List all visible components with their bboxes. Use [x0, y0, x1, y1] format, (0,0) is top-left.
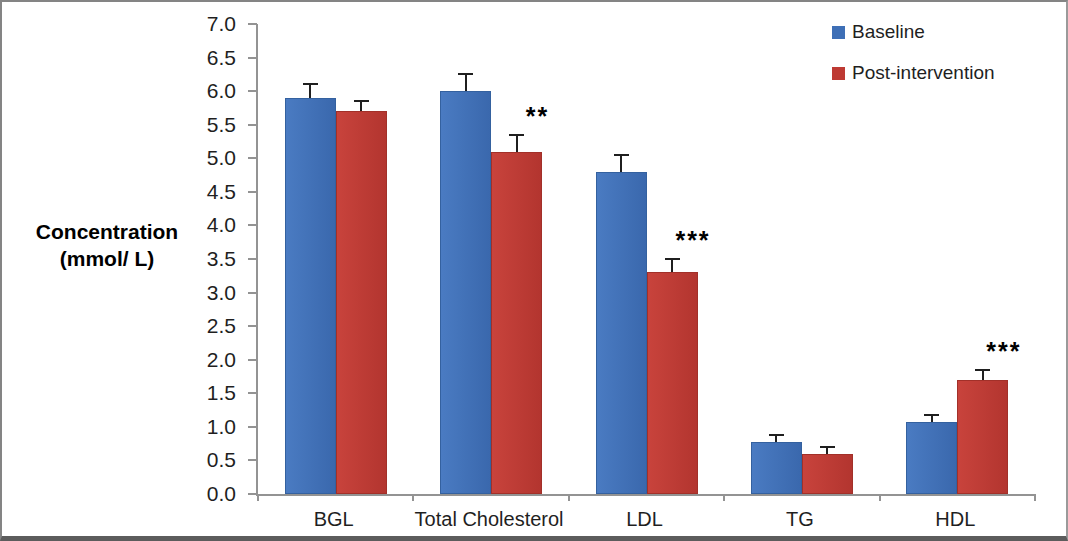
y-axis-tick	[248, 124, 257, 126]
error-bar-cap	[665, 258, 680, 260]
y-axis-tick-label: 7.0	[166, 12, 236, 36]
y-axis-tick-label: 1.0	[166, 415, 236, 439]
error-bar-line	[516, 135, 518, 152]
y-axis-tick	[248, 23, 257, 25]
y-axis-tick	[248, 325, 257, 327]
bar-baseline-hdl	[906, 422, 957, 494]
y-axis-tick-label: 2.0	[166, 348, 236, 372]
y-axis-tick	[248, 493, 257, 495]
y-axis-tick-label: 5.5	[166, 113, 236, 137]
error-bar-cap	[769, 434, 784, 436]
y-axis-tick	[248, 191, 257, 193]
legend-label: Post-intervention	[852, 62, 995, 84]
x-axis-label-hdl: HDL	[878, 507, 1033, 531]
error-bar-line	[309, 84, 311, 97]
y-axis-tick	[248, 292, 257, 294]
legend-swatch-icon	[832, 67, 845, 80]
x-axis-label-total-cholesterol: Total Cholesterol	[411, 507, 566, 531]
y-axis-tick-label: 2.5	[166, 314, 236, 338]
error-bar-line	[931, 415, 933, 422]
significance-marker: **	[508, 104, 568, 129]
error-bar-line	[620, 155, 622, 172]
error-bar-line	[671, 259, 673, 272]
y-axis-tick-label: 0.0	[166, 482, 236, 506]
error-bar-line	[465, 74, 467, 91]
y-axis-tick	[248, 426, 257, 428]
legend: Baseline Post-intervention	[832, 24, 995, 106]
x-axis-tick	[412, 494, 414, 501]
legend-item-post-intervention: Post-intervention	[832, 65, 995, 81]
x-axis-label-ldl: LDL	[567, 507, 722, 531]
legend-label: Baseline	[852, 21, 925, 43]
y-axis-tick-label: 6.0	[166, 79, 236, 103]
bar-post-intervention-bgl	[336, 111, 387, 494]
bar-baseline-bgl	[285, 98, 336, 494]
y-axis-tick-label: 4.5	[166, 180, 236, 204]
chart-figure: Concentration (mmol/ L) ******** 0.00.51…	[0, 0, 1068, 541]
error-bar-line	[826, 447, 828, 454]
error-bar-cap	[509, 134, 524, 136]
x-axis-tick	[879, 494, 881, 501]
y-axis-tick	[248, 258, 257, 260]
error-bar-cap	[303, 83, 318, 85]
bar-post-intervention-hdl	[957, 380, 1008, 494]
y-axis-tick	[248, 57, 257, 59]
error-bar-cap	[975, 369, 990, 371]
legend-swatch-icon	[832, 26, 845, 39]
error-bar-cap	[354, 100, 369, 102]
error-bar-cap	[458, 73, 473, 75]
error-bar-cap	[614, 154, 629, 156]
y-axis-tick-label: 3.5	[166, 247, 236, 271]
bar-post-intervention-ldl	[647, 272, 698, 494]
x-axis-tick	[1034, 494, 1036, 501]
bar-baseline-total-cholesterol	[440, 91, 491, 494]
bar-post-intervention-tg	[802, 454, 853, 494]
y-axis-tick	[248, 90, 257, 92]
y-axis-tick-label: 5.0	[166, 146, 236, 170]
y-axis-tick	[248, 392, 257, 394]
x-axis-tick	[257, 494, 259, 501]
y-axis-tick	[248, 157, 257, 159]
y-axis-tick	[248, 224, 257, 226]
significance-marker: ***	[663, 228, 723, 253]
legend-item-baseline: Baseline	[832, 24, 995, 40]
error-bar-cap	[820, 446, 835, 448]
y-axis-tick-label: 3.0	[166, 281, 236, 305]
y-axis-tick-label: 1.5	[166, 381, 236, 405]
y-axis-tick	[248, 359, 257, 361]
error-bar-line	[360, 101, 362, 111]
x-axis-tick	[568, 494, 570, 501]
error-bar-cap	[924, 414, 939, 416]
y-axis-tick-label: 4.0	[166, 213, 236, 237]
y-axis-tick-label: 0.5	[166, 448, 236, 472]
x-axis-label-bgl: BGL	[256, 507, 411, 531]
significance-marker: ***	[974, 339, 1034, 364]
y-axis-tick	[248, 459, 257, 461]
error-bar-line	[775, 435, 777, 442]
x-axis-tick	[723, 494, 725, 501]
error-bar-line	[982, 370, 984, 380]
y-axis-tick-label: 6.5	[166, 46, 236, 70]
bar-post-intervention-total-cholesterol	[491, 152, 542, 494]
bar-baseline-tg	[751, 442, 802, 494]
bar-baseline-ldl	[596, 172, 647, 494]
x-axis-label-tg: TG	[722, 507, 877, 531]
